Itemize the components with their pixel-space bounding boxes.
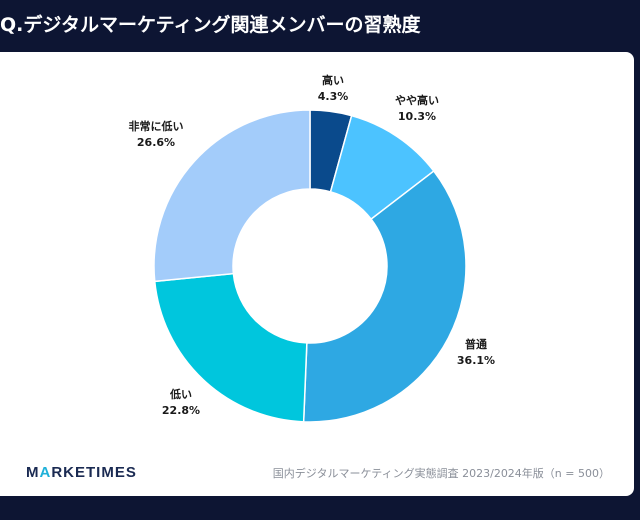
donut-slice-3 (302, 169, 467, 423)
slice-value-label: 26.6% (137, 136, 175, 149)
page-title: Q.デジタルマーケティング関連メンバーの習熟度 (0, 14, 421, 36)
donut-slice-5 (153, 109, 311, 283)
slice-category-label: 高い (322, 73, 344, 87)
brand-logo: MARKETIMES (26, 464, 137, 481)
source-note: 国内デジタルマーケティング実態調査 2023/2024年版（n = 500） (272, 467, 610, 480)
slice-value-label: 10.3% (398, 110, 436, 123)
slice-value-label: 36.1% (457, 354, 495, 367)
donut-slice-4 (153, 272, 308, 423)
slice-category-label: 低い (169, 387, 192, 401)
slice-category-label: 非常に低い (129, 119, 184, 133)
slice-category-label: 普通 (465, 337, 487, 351)
slice-value-label: 4.3% (318, 90, 349, 103)
slice-value-label: 22.8% (162, 404, 200, 417)
slice-category-label: やや高い (395, 93, 439, 107)
